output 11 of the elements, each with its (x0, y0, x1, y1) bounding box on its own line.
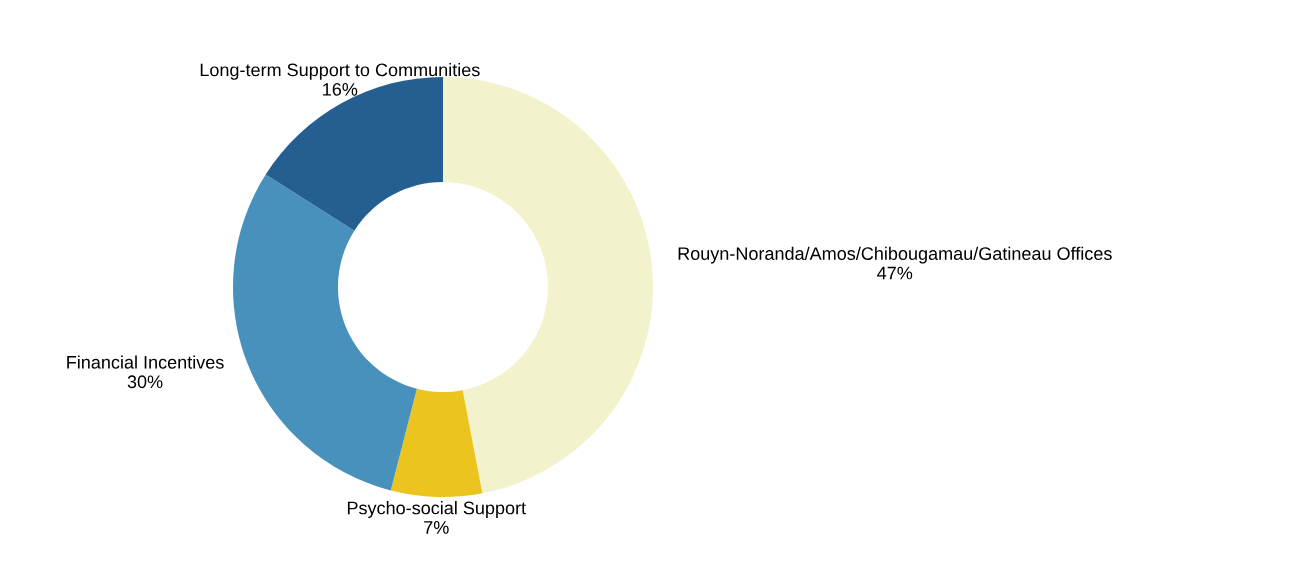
slice-label: Rouyn-Noranda/Amos/Chibougamau/Gatineau Offices (678, 246, 1112, 264)
donut-slice (443, 77, 653, 494)
donut-slice (233, 174, 417, 491)
donut-slice (390, 388, 483, 497)
data-label: 47% (877, 266, 913, 280)
data-label: 30% (127, 375, 163, 389)
slice-label: Psycho-social Support (347, 501, 526, 518)
data-label: 16% (323, 82, 358, 96)
slice-label: Financial Incentives (67, 355, 224, 369)
slice-label: Long-term Support to Communities (200, 63, 480, 80)
data-label: 7% (424, 521, 449, 534)
